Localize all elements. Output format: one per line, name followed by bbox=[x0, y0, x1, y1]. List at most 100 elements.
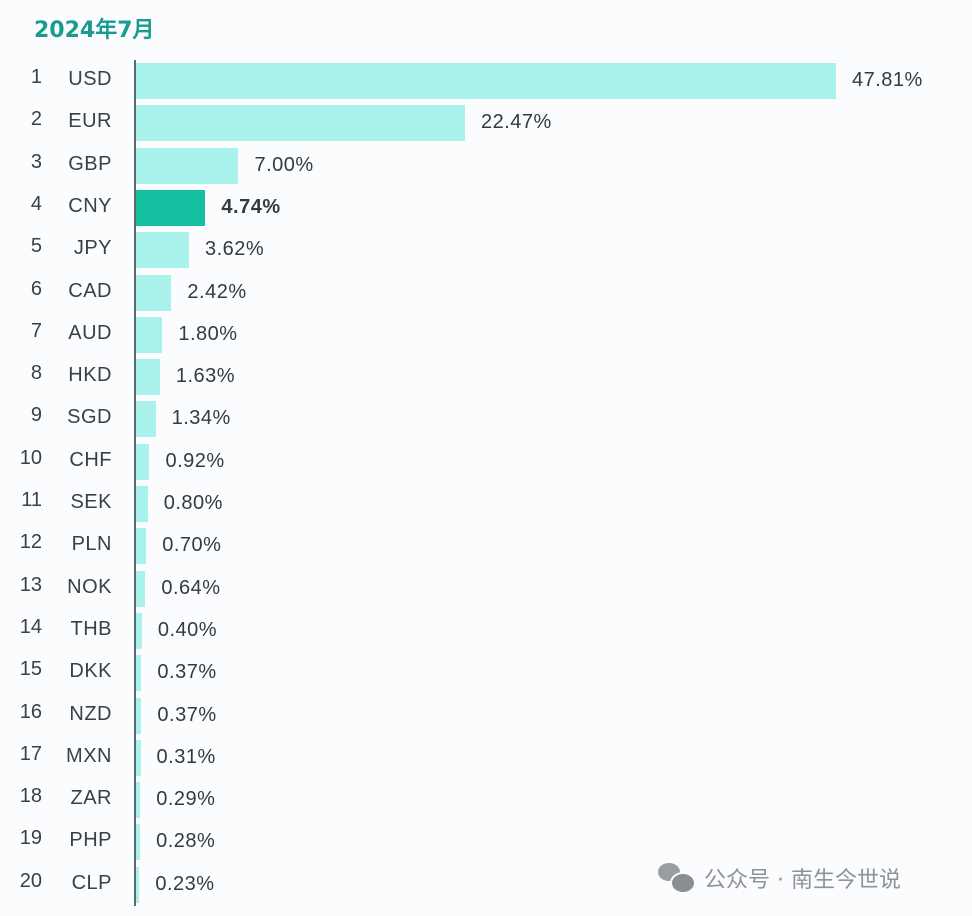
currency-label: CLP bbox=[71, 871, 112, 894]
currency-label: CAD bbox=[68, 279, 112, 302]
wechat-icon bbox=[658, 863, 696, 894]
bar bbox=[136, 63, 836, 99]
value-label: 0.29% bbox=[156, 788, 216, 811]
currency-label: CNY bbox=[68, 194, 112, 217]
bar bbox=[136, 866, 140, 903]
bar-row: 7 AUD 1.80% bbox=[0, 314, 972, 356]
bar-row: 10 CHF 0.92% bbox=[0, 441, 972, 483]
value-label: 0.70% bbox=[162, 534, 222, 557]
currency-label: NOK bbox=[67, 575, 112, 598]
rank-label: 11 bbox=[21, 489, 42, 511]
value-label: 47.81% bbox=[852, 69, 923, 91]
currency-label: JPY bbox=[73, 237, 112, 260]
currency-label: MXN bbox=[66, 744, 112, 767]
bar-row: 5 JPY 3.62% bbox=[0, 229, 972, 271]
value-label: 1.80% bbox=[178, 322, 238, 345]
rank-label: 10 bbox=[19, 446, 42, 469]
bar-row: 4 CNY 4.74% bbox=[0, 187, 972, 229]
bar-row: 12 PLN 0.70% bbox=[0, 525, 972, 567]
highlighted-bar bbox=[136, 189, 206, 226]
bar bbox=[136, 824, 141, 861]
rank-label: 16 bbox=[19, 700, 42, 723]
currency-label: AUD bbox=[68, 321, 112, 344]
rank-label: 6 bbox=[30, 277, 42, 300]
bar bbox=[136, 570, 146, 607]
bar bbox=[136, 359, 160, 396]
value-label: 22.47% bbox=[480, 111, 552, 134]
value-label: 0.92% bbox=[165, 449, 225, 472]
bar bbox=[136, 443, 150, 480]
currency-label: ZAR bbox=[70, 787, 112, 810]
chart-title: 2024年7月 bbox=[34, 18, 155, 43]
bar-row: 13 NOK 0.64% bbox=[0, 568, 972, 610]
bar bbox=[136, 401, 156, 438]
bar bbox=[136, 612, 142, 649]
bar bbox=[136, 274, 172, 311]
rank-label: 17 bbox=[19, 742, 42, 765]
rank-label: 9 bbox=[30, 404, 42, 427]
currency-label: USD bbox=[68, 68, 112, 90]
value-label: 0.37% bbox=[157, 703, 217, 726]
bar-row: 19 PHP 0.28% bbox=[0, 821, 972, 863]
bar bbox=[136, 232, 189, 269]
currency-label: GBP bbox=[68, 152, 112, 175]
rank-label: 8 bbox=[30, 362, 42, 385]
bar-row: 14 THB 0.40% bbox=[0, 610, 972, 652]
watermark-text: 公众号 · 南生今世说 bbox=[704, 868, 901, 893]
bar-row: 16 NZD 0.37% bbox=[0, 695, 972, 737]
bar-row: 8 HKD 1.63% bbox=[0, 356, 972, 398]
value-label: 4.74% bbox=[221, 195, 281, 218]
bar bbox=[136, 486, 148, 522]
rank-label: 18 bbox=[19, 785, 42, 808]
bar bbox=[136, 316, 163, 353]
value-label: 0.40% bbox=[157, 618, 218, 641]
currency-label: EUR bbox=[68, 110, 112, 133]
bar-row: 1 USD 47.81% bbox=[0, 60, 972, 102]
rank-label: 15 bbox=[19, 658, 42, 681]
rank-label: 19 bbox=[19, 827, 42, 850]
rank-label: 20 bbox=[19, 869, 42, 892]
rank-label: 12 bbox=[19, 531, 42, 554]
value-label: 7.00% bbox=[254, 153, 314, 176]
bar bbox=[136, 105, 465, 142]
value-label: 3.62% bbox=[205, 238, 265, 261]
rank-label: 4 bbox=[30, 192, 42, 215]
bar bbox=[136, 697, 142, 734]
rank-label: 13 bbox=[19, 573, 42, 596]
bar-row: 6 CAD 2.42% bbox=[0, 272, 972, 314]
value-label: 2.42% bbox=[187, 280, 247, 303]
currency-label: HKD bbox=[68, 364, 112, 387]
bar-row: 11 SEK 0.80% bbox=[0, 483, 972, 525]
bar-row: 18 ZAR 0.29% bbox=[0, 779, 972, 821]
rank-label: 1 bbox=[30, 66, 42, 88]
currency-label: DKK bbox=[69, 660, 112, 683]
value-label: 0.64% bbox=[161, 576, 221, 599]
bar-row: 3 GBP 7.00% bbox=[0, 145, 972, 187]
rank-label: 5 bbox=[30, 235, 42, 258]
currency-label: PLN bbox=[71, 533, 112, 556]
value-label: 1.34% bbox=[171, 407, 231, 430]
bar bbox=[136, 147, 239, 184]
rank-label: 2 bbox=[30, 108, 42, 131]
bar-row: 9 SGD 1.34% bbox=[0, 398, 972, 440]
currency-label: CHF bbox=[69, 448, 112, 471]
currency-label: SEK bbox=[70, 491, 112, 513]
rank-label: 14 bbox=[19, 615, 42, 638]
currency-label: PHP bbox=[69, 829, 112, 852]
value-label: 0.37% bbox=[157, 661, 217, 684]
value-label: 0.80% bbox=[163, 492, 223, 514]
currency-label: SGD bbox=[67, 406, 112, 429]
watermark: 公众号 · 南生今世说 bbox=[658, 862, 901, 894]
value-label: 0.31% bbox=[156, 745, 216, 768]
bar-row: 15 DKK 0.37% bbox=[0, 652, 972, 694]
bar bbox=[136, 739, 141, 776]
currency-label: THB bbox=[70, 617, 112, 640]
bar-row: 17 MXN 0.31% bbox=[0, 737, 972, 779]
value-label: 0.23% bbox=[155, 872, 215, 895]
bar-row: 2 EUR 22.47% bbox=[0, 102, 972, 144]
rank-label: 7 bbox=[30, 319, 42, 342]
value-label: 1.63% bbox=[175, 365, 236, 388]
value-label: 0.28% bbox=[156, 830, 216, 853]
currency-label: NZD bbox=[69, 702, 112, 725]
bar bbox=[136, 655, 142, 692]
